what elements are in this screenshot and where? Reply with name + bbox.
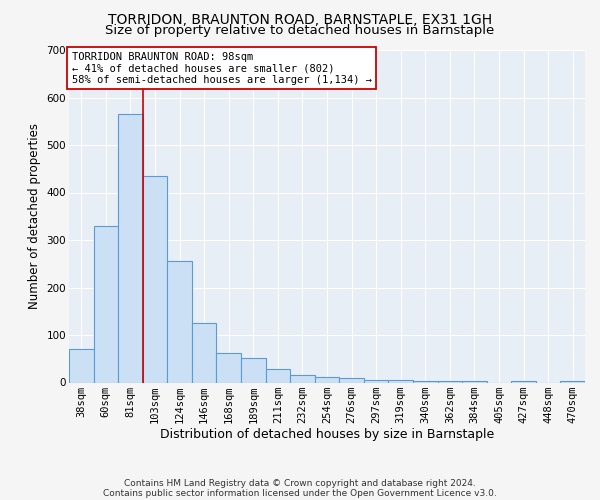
Bar: [266, 369, 290, 382]
Text: TORRIDON BRAUNTON ROAD: 98sqm
← 41% of detached houses are smaller (802)
58% of : TORRIDON BRAUNTON ROAD: 98sqm ← 41% of d…: [71, 52, 371, 85]
X-axis label: Distribution of detached houses by size in Barnstaple: Distribution of detached houses by size …: [160, 428, 494, 442]
Text: Contains HM Land Registry data © Crown copyright and database right 2024.
Contai: Contains HM Land Registry data © Crown c…: [103, 478, 497, 498]
Text: Size of property relative to detached houses in Barnstaple: Size of property relative to detached ho…: [106, 24, 494, 37]
Bar: [118, 114, 143, 382]
Bar: [339, 378, 364, 382]
Bar: [388, 380, 413, 382]
Bar: [241, 358, 266, 382]
Bar: [69, 349, 94, 382]
Bar: [560, 381, 585, 382]
Bar: [437, 381, 462, 382]
Bar: [192, 323, 217, 382]
Bar: [94, 226, 118, 382]
Bar: [364, 380, 388, 382]
Text: TORRIDON, BRAUNTON ROAD, BARNSTAPLE, EX31 1GH: TORRIDON, BRAUNTON ROAD, BARNSTAPLE, EX3…: [108, 12, 492, 26]
Bar: [413, 380, 437, 382]
Bar: [167, 262, 192, 382]
Bar: [290, 376, 315, 382]
Bar: [315, 377, 339, 382]
Y-axis label: Number of detached properties: Number of detached properties: [28, 123, 41, 309]
Bar: [462, 381, 487, 382]
Bar: [143, 176, 167, 382]
Bar: [511, 381, 536, 382]
Bar: [217, 352, 241, 382]
